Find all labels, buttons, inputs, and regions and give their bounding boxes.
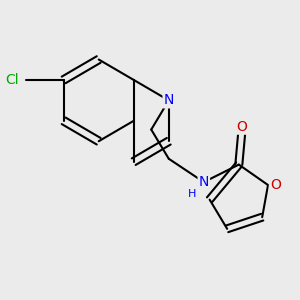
Text: N: N (164, 93, 174, 107)
Text: H: H (188, 189, 196, 199)
Text: Cl: Cl (5, 73, 18, 87)
Text: N: N (199, 175, 209, 189)
Text: O: O (236, 120, 247, 134)
Text: O: O (270, 178, 281, 192)
